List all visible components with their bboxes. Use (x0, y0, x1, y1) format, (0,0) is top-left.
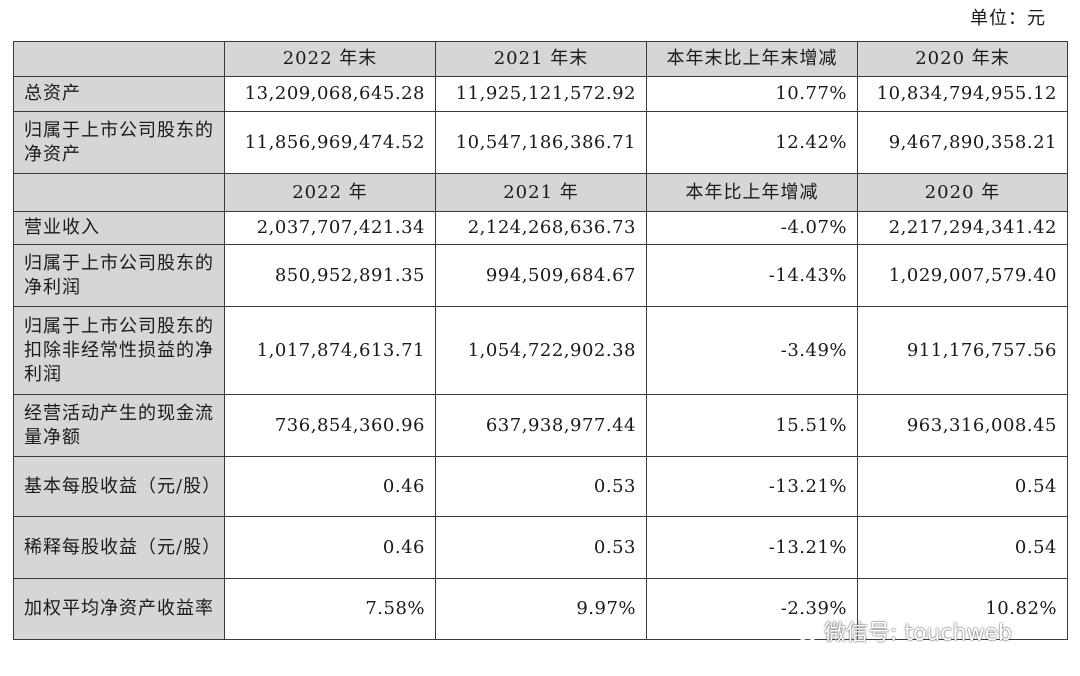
row-label: 基本每股收益（元/股） (13, 456, 225, 517)
value-cell: -3.49% (646, 306, 858, 395)
header-corner (13, 41, 225, 77)
value-cell: 7.58% (224, 578, 436, 640)
value-cell: 9,467,890,358.21 (857, 111, 1068, 174)
col-header-2022-end: 2022 年末 (224, 41, 436, 77)
col-header-2020-end: 2020 年末 (857, 41, 1068, 77)
value-cell: 11,856,969,474.52 (224, 111, 436, 174)
col-header-change-end: 本年末比上年末增减 (646, 41, 858, 77)
row-label: 经营活动产生的现金流量净额 (13, 394, 225, 457)
table-row: 稀释每股收益（元/股） 0.46 0.53 -13.21% 0.54 (13, 516, 1068, 579)
value-cell: 0.46 (224, 516, 436, 579)
col-header-change: 本年比上年增减 (646, 173, 858, 212)
header-row-year: 2022 年 2021 年 本年比上年增减 2020 年 (13, 173, 1068, 212)
value-cell: 850,952,891.35 (224, 244, 436, 307)
table-row: 加权平均净资产收益率 7.58% 9.97% -2.39% 10.82% (13, 578, 1068, 640)
row-label: 营业收入 (13, 211, 225, 245)
table-row: 总资产 13,209,068,645.28 11,925,121,572.92 … (13, 76, 1068, 112)
row-label: 归属于上市公司股东的净资产 (13, 111, 225, 174)
value-cell: 911,176,757.56 (857, 306, 1068, 395)
value-cell: 10,547,186,386.71 (435, 111, 647, 174)
row-label: 总资产 (13, 76, 225, 112)
value-cell: -2.39% (646, 578, 858, 640)
col-header-2022: 2022 年 (224, 173, 436, 212)
row-label: 稀释每股收益（元/股） (13, 516, 225, 579)
header-row-year-end: 2022 年末 2021 年末 本年末比上年末增减 2020 年末 (13, 41, 1068, 77)
value-cell: 10,834,794,955.12 (857, 76, 1068, 112)
watermark: 微信号: touchweb (788, 615, 1012, 647)
table-row: 归属于上市公司股东的净资产 11,856,969,474.52 10,547,1… (13, 111, 1068, 174)
value-cell: 12.42% (646, 111, 858, 174)
value-cell: 0.54 (857, 516, 1068, 579)
value-cell: 2,037,707,421.34 (224, 211, 436, 245)
value-cell: -14.43% (646, 244, 858, 307)
value-cell: 1,029,007,579.40 (857, 244, 1068, 307)
value-cell: 637,938,977.44 (435, 394, 647, 457)
value-cell: 0.53 (435, 516, 647, 579)
watermark-text: 微信号: touchweb (824, 621, 1012, 646)
row-label: 归属于上市公司股东的净利润 (13, 244, 225, 307)
table-row: 归属于上市公司股东的扣除非经常性损益的净利润 1,017,874,613.71 … (13, 306, 1068, 395)
value-cell: 1,017,874,613.71 (224, 306, 436, 395)
table-row: 基本每股收益（元/股） 0.46 0.53 -13.21% 0.54 (13, 456, 1068, 517)
financial-table: 2022 年末 2021 年末 本年末比上年末增减 2020 年末 总资产 13… (13, 41, 1068, 640)
row-label: 归属于上市公司股东的扣除非经常性损益的净利润 (13, 306, 225, 395)
value-cell: -4.07% (646, 211, 858, 245)
value-cell: 15.51% (646, 394, 858, 457)
value-cell: 13,209,068,645.28 (224, 76, 436, 112)
value-cell: 1,054,722,902.38 (435, 306, 647, 395)
value-cell: 2,124,268,636.73 (435, 211, 647, 245)
value-cell: -13.21% (646, 456, 858, 517)
value-cell: 11,925,121,572.92 (435, 76, 647, 112)
value-cell: 0.46 (224, 456, 436, 517)
table-row: 营业收入 2,037,707,421.34 2,124,268,636.73 -… (13, 211, 1068, 245)
value-cell: 9.97% (435, 578, 647, 640)
table-row: 归属于上市公司股东的净利润 850,952,891.35 994,509,684… (13, 244, 1068, 307)
value-cell: 994,509,684.67 (435, 244, 647, 307)
value-cell: 2,217,294,341.42 (857, 211, 1068, 245)
value-cell: -13.21% (646, 516, 858, 579)
value-cell: 736,854,360.96 (224, 394, 436, 457)
header-corner (13, 173, 225, 212)
wechat-icon (788, 618, 818, 644)
table-row: 经营活动产生的现金流量净额 736,854,360.96 637,938,977… (13, 394, 1068, 457)
value-cell: 0.53 (435, 456, 647, 517)
value-cell: 963,316,008.45 (857, 394, 1068, 457)
row-label: 加权平均净资产收益率 (13, 578, 225, 640)
unit-label: 单位：元 (970, 8, 1046, 29)
value-cell: 10.82% (857, 578, 1068, 640)
value-cell: 10.77% (646, 76, 858, 112)
col-header-2021-end: 2021 年末 (435, 41, 647, 77)
value-cell: 0.54 (857, 456, 1068, 517)
col-header-2020: 2020 年 (857, 173, 1068, 212)
col-header-2021: 2021 年 (435, 173, 647, 212)
